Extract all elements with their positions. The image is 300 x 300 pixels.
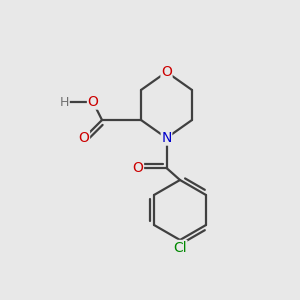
Text: O: O (79, 131, 89, 145)
Text: O: O (88, 95, 98, 109)
Text: N: N (161, 131, 172, 145)
Text: O: O (161, 65, 172, 79)
Text: Cl: Cl (173, 241, 187, 254)
Text: O: O (133, 161, 143, 175)
Text: H: H (60, 95, 69, 109)
